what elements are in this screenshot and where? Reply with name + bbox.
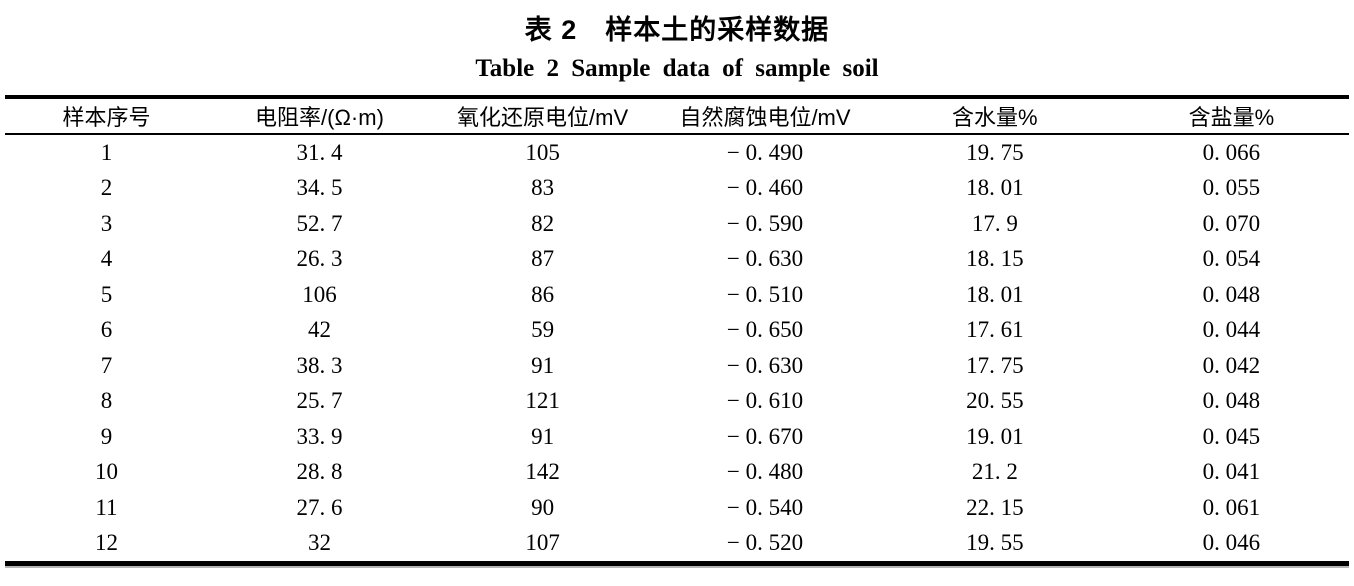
table-body: 1 31. 4 105− 0. 490 19. 75 0. 066 2 34. 5 83− 0…: [5, 134, 1349, 564]
table-cell: 59: [531, 317, 555, 343]
table-cell: 7: [100, 352, 113, 378]
table-cell: 0. 048: [1202, 388, 1261, 414]
column-header-corrosion-potential: 自然腐蚀电位/mV: [654, 97, 876, 135]
table-cell: 25. 7: [296, 388, 343, 414]
table-header: 样本序号 电阻率/(Ω·m) 氧化还原电位/mV 自然腐蚀电位/mV 含水量% …: [5, 97, 1349, 135]
table-cell: 12: [94, 530, 118, 556]
table-cell: 142: [525, 459, 560, 485]
table-cell: 9: [100, 423, 113, 449]
table-cell: 3: [100, 210, 113, 236]
table-cell: 38. 3: [296, 352, 343, 378]
table-row: 8 25. 7 121 − 0. 610 20. 55 0. 048: [5, 384, 1349, 420]
table-cell: 2: [100, 175, 113, 201]
table-row: 3 52. 7 82 − 0. 590 17. 9 0. 070: [5, 206, 1349, 242]
table-cell: 0. 070: [1202, 210, 1261, 236]
table-cell: 21. 2: [971, 459, 1018, 485]
table-cell: − 0. 460: [726, 175, 804, 201]
table-cell: 105: [525, 139, 560, 165]
column-header-salt-content: 含盐量%: [1113, 97, 1349, 135]
table-row: 10 28. 8 142 − 0. 480 21. 2 0. 041: [5, 455, 1349, 491]
table-row: 2 34. 5 83 − 0. 460 18. 01 0. 055: [5, 171, 1349, 207]
table-cell: 0. 046: [1202, 530, 1261, 556]
table-row: 5 106 86 − 0. 510 18. 01 0. 048: [5, 277, 1349, 313]
table-cell: 17. 75: [966, 352, 1024, 378]
table-cell: 5: [100, 281, 113, 307]
table-cell: − 0. 630: [726, 352, 804, 378]
table-cell: − 0. 480: [726, 459, 804, 485]
table-cell: 33. 9: [296, 423, 343, 449]
table-cell: 121: [525, 388, 560, 414]
column-header-water-content: 含水量%: [875, 97, 1114, 135]
table-cell: 42: [307, 317, 331, 343]
table-cell: 8: [100, 388, 113, 414]
table-cell: − 0. 490: [726, 139, 804, 165]
table-cell: 0. 048: [1202, 281, 1261, 307]
table-cell: 0. 044: [1202, 317, 1261, 343]
table-cell: 19. 75: [966, 139, 1024, 165]
table-cell: − 0. 510: [726, 281, 804, 307]
table-cell: 107: [525, 530, 560, 556]
table-cell: − 0. 650: [726, 317, 804, 343]
table-cell: 6: [100, 317, 113, 343]
table-cell: 10: [94, 459, 118, 485]
bottom-rule-shadow: [5, 566, 1349, 568]
table-cell: 18. 15: [966, 246, 1024, 272]
table-cell: 18. 01: [966, 281, 1024, 307]
table-cell: 4: [100, 246, 113, 272]
table-cell: 27. 6: [296, 494, 343, 520]
table-row: 12 32 107 − 0. 520 19. 55 0. 046: [5, 526, 1349, 564]
table-cell: 0. 042: [1202, 352, 1261, 378]
table-cell: 32: [307, 530, 331, 556]
table-cell: 106: [302, 281, 337, 307]
table-row: 4 26. 3 87 − 0. 630 18. 15 0. 054: [5, 242, 1349, 278]
table-cell: 22. 15: [966, 494, 1024, 520]
table-cell: 0. 045: [1202, 423, 1261, 449]
table-cell: 19. 55: [966, 530, 1024, 556]
table-row: 1 31. 4 105 − 0. 490 19. 75 0. 066: [5, 134, 1349, 171]
table-cell: 86: [531, 281, 555, 307]
column-header-resistivity: 电阻率/(Ω·m): [207, 97, 432, 135]
table-cell: 1: [100, 139, 113, 165]
table-cell: 0. 054: [1202, 246, 1261, 272]
table-cell: 0. 055: [1202, 175, 1261, 201]
table-cell: 0. 061: [1202, 494, 1261, 520]
table-cell: 28. 8: [296, 459, 343, 485]
table-cell: 91: [531, 352, 555, 378]
table-cell: 90: [531, 494, 555, 520]
table-cell: 26. 3: [296, 246, 343, 272]
table-cell: 34. 5: [296, 175, 343, 201]
table-header-row: 样本序号 电阻率/(Ω·m) 氧化还原电位/mV 自然腐蚀电位/mV 含水量% …: [5, 97, 1349, 135]
table-cell: − 0. 630: [726, 246, 804, 272]
table-cell: − 0. 590: [726, 210, 804, 236]
table-cell: 0. 041: [1202, 459, 1261, 485]
column-header-redox-potential: 氧化还原电位/mV: [431, 97, 655, 135]
table-cell: 11: [95, 494, 118, 520]
table-row: 7 38. 3 91 − 0. 630 17. 75 0. 042: [5, 348, 1349, 384]
table-cell: 31. 4: [296, 139, 343, 165]
table-cell: 0. 066: [1202, 139, 1261, 165]
table-cell: 17. 61: [966, 317, 1024, 343]
table-cell: 52. 7: [296, 210, 343, 236]
table-cell: − 0. 670: [726, 423, 804, 449]
table-row: 6 42 59 − 0. 650 17. 61 0. 044: [5, 313, 1349, 349]
table-cell: 18. 01: [966, 175, 1024, 201]
table-title-zh: 表 2 样本土的采样数据: [524, 15, 830, 45]
sample-data-table: 样本序号 电阻率/(Ω·m) 氧化还原电位/mV 自然腐蚀电位/mV 含水量% …: [5, 95, 1349, 566]
table-row: 11 27. 6 90 − 0. 540 22. 15 0. 061: [5, 490, 1349, 526]
table-cell: 82: [531, 210, 555, 236]
table-title-en: Table 2 Sample data of sample soil: [475, 55, 879, 82]
table-cell: − 0. 540: [726, 494, 804, 520]
table-cell: 87: [531, 246, 555, 272]
table-cell: − 0. 610: [726, 388, 804, 414]
table-cell: 19. 01: [966, 423, 1024, 449]
table-cell: 83: [531, 175, 555, 201]
table-cell: − 0. 520: [726, 530, 804, 556]
table-cell: 91: [531, 423, 555, 449]
table-cell: 20. 55: [966, 388, 1024, 414]
column-header-sample-number: 样本序号: [5, 97, 208, 135]
table-row: 9 33. 9 91 − 0. 670 19. 01 0. 045: [5, 419, 1349, 455]
table-cell: 17. 9: [971, 210, 1018, 236]
